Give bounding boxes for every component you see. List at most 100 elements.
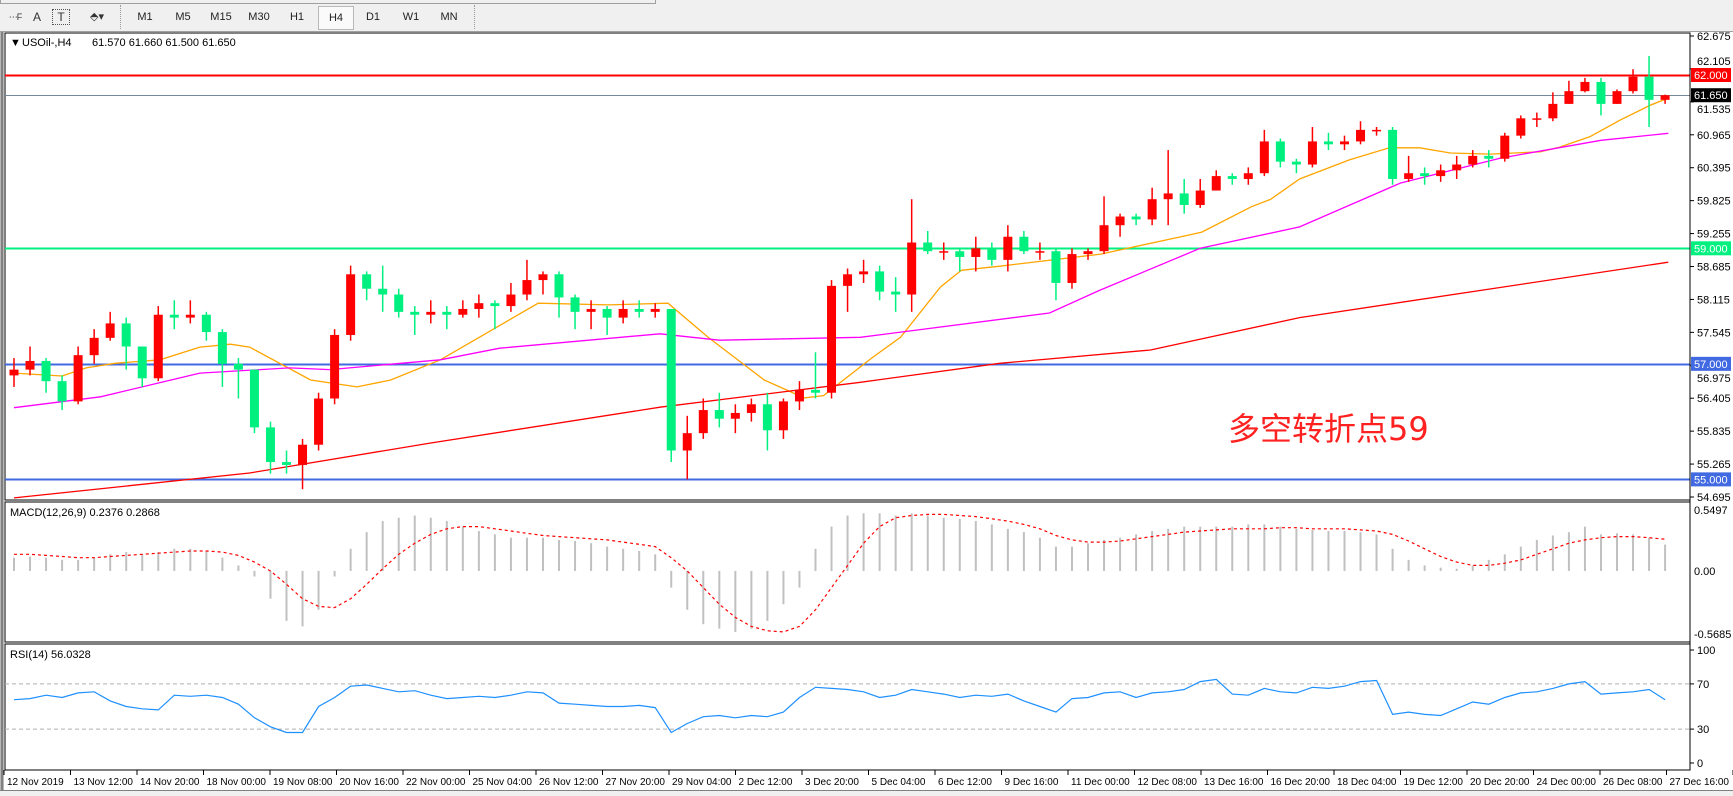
candle[interactable]: [1612, 89, 1622, 104]
candle[interactable]: [730, 404, 740, 434]
candle[interactable]: [1099, 196, 1109, 255]
annotation-text[interactable]: 多空转折点59: [1228, 410, 1429, 448]
candle[interactable]: [265, 421, 275, 474]
candle[interactable]: [1275, 138, 1285, 168]
candle[interactable]: [1628, 69, 1638, 94]
candle[interactable]: [1131, 213, 1141, 226]
candle[interactable]: [554, 271, 564, 318]
candle[interactable]: [875, 265, 885, 301]
candle[interactable]: [987, 242, 997, 266]
candle[interactable]: [1564, 80, 1574, 104]
timeframe-h4-button[interactable]: H4: [318, 6, 354, 30]
candle[interactable]: [570, 294, 580, 330]
candle[interactable]: [1179, 178, 1189, 214]
candle[interactable]: [778, 398, 788, 439]
candle[interactable]: [169, 300, 179, 330]
candle[interactable]: [41, 358, 51, 393]
candle[interactable]: [586, 300, 596, 330]
candle[interactable]: [602, 306, 612, 335]
candle[interactable]: [1532, 112, 1542, 127]
text-icon[interactable]: A: [32, 10, 41, 24]
candle[interactable]: [217, 329, 227, 387]
candle[interactable]: [682, 415, 692, 480]
timeframe-m5-button[interactable]: M5: [175, 11, 191, 23]
candle[interactable]: [89, 329, 99, 364]
candle[interactable]: [185, 300, 195, 324]
candle[interactable]: [1660, 94, 1670, 104]
candle[interactable]: [827, 280, 837, 399]
candle[interactable]: [1307, 126, 1317, 168]
candle[interactable]: [1500, 132, 1510, 162]
timeframe-m15-button[interactable]: M15: [210, 11, 232, 23]
candle[interactable]: [506, 282, 516, 312]
candle[interactable]: [794, 381, 804, 411]
candle[interactable]: [1339, 135, 1349, 151]
candle[interactable]: [1227, 173, 1237, 185]
candle[interactable]: [458, 300, 468, 318]
candle[interactable]: [1035, 242, 1045, 260]
candle[interactable]: [939, 242, 949, 260]
candle[interactable]: [746, 398, 756, 422]
candle[interactable]: [137, 346, 147, 387]
candle[interactable]: [618, 300, 628, 324]
timeframe-h1-button[interactable]: H1: [289, 11, 305, 23]
candle[interactable]: [1516, 115, 1526, 139]
candle[interactable]: [1580, 77, 1590, 93]
candle[interactable]: [233, 358, 243, 399]
candle[interactable]: [1051, 248, 1061, 301]
candle[interactable]: [1420, 167, 1430, 185]
candle[interactable]: [714, 392, 724, 428]
candle[interactable]: [9, 358, 19, 387]
candle[interactable]: [1644, 55, 1654, 127]
candle[interactable]: [1484, 150, 1494, 168]
fibo-fan-icon[interactable]: ⋯F: [8, 12, 23, 22]
candle[interactable]: [1163, 150, 1173, 226]
timeframe-mn-button[interactable]: MN: [440, 11, 458, 23]
candle[interactable]: [811, 352, 820, 399]
candle[interactable]: [1019, 230, 1029, 255]
candle[interactable]: [1115, 213, 1125, 237]
candle[interactable]: [1003, 225, 1013, 272]
timeframe-m30-button[interactable]: M30: [248, 11, 270, 23]
candle[interactable]: [1291, 158, 1301, 174]
candle[interactable]: [1548, 92, 1558, 122]
timeframe-d1-button[interactable]: D1: [365, 11, 381, 23]
candle[interactable]: [891, 277, 901, 312]
text-label-icon[interactable]: T: [52, 9, 70, 25]
candle[interactable]: [955, 248, 965, 272]
candle[interactable]: [426, 300, 436, 324]
candle[interactable]: [1195, 178, 1205, 208]
candle[interactable]: [121, 317, 131, 370]
candle[interactable]: [474, 294, 484, 318]
candle[interactable]: [907, 199, 917, 312]
candle[interactable]: [1147, 187, 1157, 226]
candle[interactable]: [762, 392, 772, 451]
shapes-dropdown-icon[interactable]: ⬘▾: [90, 11, 104, 23]
candle[interactable]: [1596, 77, 1606, 116]
candle[interactable]: [153, 306, 163, 382]
candle[interactable]: [57, 375, 67, 411]
candle[interactable]: [394, 288, 404, 318]
candle[interactable]: [1323, 132, 1333, 151]
candle[interactable]: [73, 346, 83, 405]
candle[interactable]: [1211, 170, 1221, 191]
candle[interactable]: [249, 369, 259, 434]
timeframe-w1-button[interactable]: W1: [402, 11, 420, 23]
candle[interactable]: [650, 303, 660, 318]
candle[interactable]: [346, 265, 356, 341]
candle[interactable]: [1388, 126, 1398, 185]
candle[interactable]: [1372, 126, 1382, 136]
candle[interactable]: [362, 271, 372, 301]
candle[interactable]: [330, 329, 340, 405]
candle[interactable]: [971, 236, 981, 272]
candle[interactable]: [666, 308, 676, 463]
candle[interactable]: [522, 259, 532, 301]
candle[interactable]: [1259, 129, 1269, 177]
collapse-triangle-icon[interactable]: ▼: [10, 37, 21, 49]
candle[interactable]: [1468, 150, 1478, 168]
candle[interactable]: [634, 300, 644, 318]
candle[interactable]: [859, 259, 869, 283]
candle[interactable]: [490, 300, 500, 330]
candle[interactable]: [1083, 248, 1093, 260]
